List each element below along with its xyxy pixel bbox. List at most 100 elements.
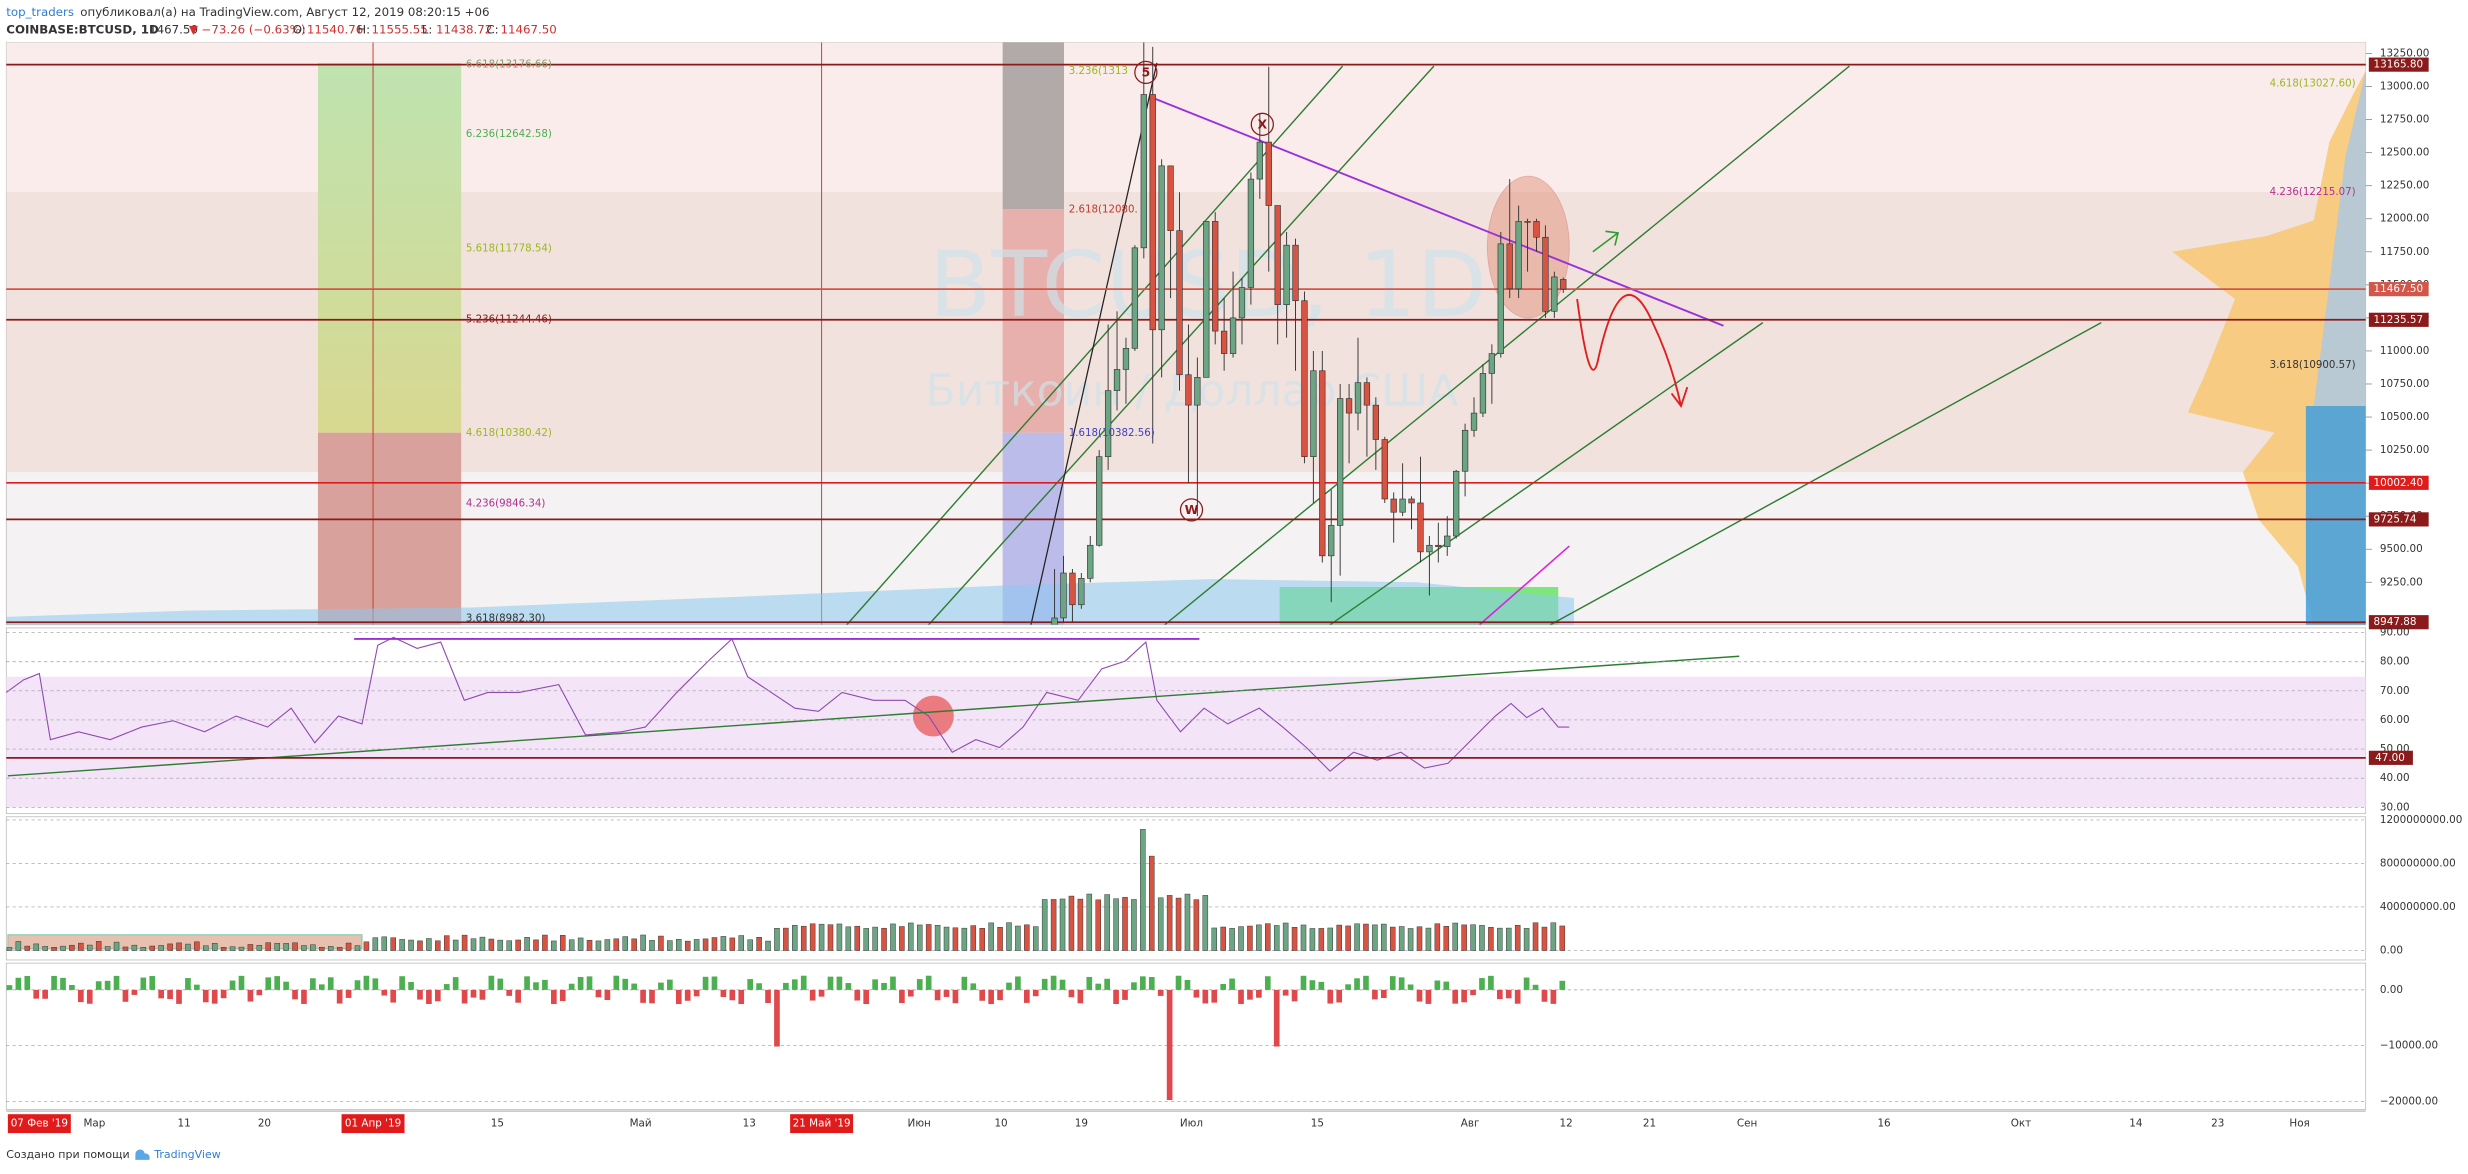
volume-bar — [238, 946, 245, 951]
osc-bar — [86, 989, 93, 1004]
volume-bar — [1514, 924, 1521, 951]
date-box — [7, 1114, 71, 1134]
volume-bar — [827, 924, 834, 951]
volume-bar — [336, 946, 343, 951]
volume-bar — [256, 945, 263, 951]
volume-bar — [506, 940, 512, 951]
volume-bar — [1541, 926, 1548, 951]
volume-bar — [1452, 922, 1458, 951]
osc-bar — [720, 989, 727, 997]
candle-body — [1185, 374, 1192, 406]
volume-bar — [372, 937, 379, 951]
footer-brand[interactable]: TradingView — [153, 1148, 220, 1161]
date-box — [341, 1114, 405, 1134]
volume-bar — [1372, 924, 1378, 951]
volume-bar — [140, 947, 147, 951]
volume-bar — [15, 941, 22, 951]
volume-bar — [426, 938, 432, 951]
volume-bar — [1416, 926, 1423, 951]
osc-bar — [15, 977, 22, 990]
volume-bar — [765, 940, 771, 951]
osc-bar — [372, 978, 379, 990]
osc-bar — [265, 977, 272, 990]
volume-bar — [595, 940, 602, 951]
volume-bar — [676, 938, 682, 951]
price-tag — [2368, 282, 2429, 297]
y-tick-label: 11750.00 — [2380, 246, 2430, 258]
osc-bar — [1122, 989, 1128, 1000]
volume-bar — [479, 936, 486, 951]
candle-body — [1283, 244, 1290, 305]
osc-bar — [1407, 984, 1414, 990]
fib-label: 4.236(9846.34) — [466, 499, 546, 510]
osc-bar — [443, 984, 450, 990]
time-axis: 07 Фев '19 Мар 11 20 01 Апр '19 15 Май 13 21 Май… — [6, 1110, 2366, 1134]
y-tick-label: 800000000.00 — [2380, 857, 2456, 869]
y-tick-label: 10750.00 — [2380, 378, 2430, 390]
fib-label: 6.618(13176.66) — [466, 60, 552, 71]
osc-bar — [1095, 983, 1102, 990]
osc-bar — [702, 976, 709, 990]
osc-bar — [515, 989, 521, 1003]
x-tick-label: 10 — [994, 1118, 1007, 1130]
volume-bar — [711, 937, 718, 951]
osc-bar — [345, 989, 352, 998]
volume-bar — [1050, 899, 1057, 951]
volume-bar — [1041, 899, 1048, 951]
volume-bar — [1184, 893, 1191, 951]
y-tick-label: 0.00 — [2380, 984, 2403, 996]
osc-bar — [185, 978, 191, 990]
osc-bar — [1211, 989, 1218, 1003]
volume-bar — [818, 923, 825, 951]
candle-body — [1113, 369, 1121, 391]
osc-bar — [863, 989, 870, 1005]
volume-bar — [854, 925, 861, 951]
osc-bar — [318, 984, 325, 990]
osc-bar — [791, 979, 798, 990]
volume-bar — [1363, 923, 1369, 951]
volume-bar — [756, 937, 762, 951]
volume-bar — [1389, 926, 1396, 951]
osc-bar — [756, 983, 762, 990]
volume-bar — [800, 925, 807, 951]
volume-bar — [631, 938, 637, 951]
osc-bar — [158, 989, 164, 999]
osc-bar — [1220, 984, 1227, 990]
volume-bar — [1398, 926, 1405, 951]
price-tag-label: 11467.50 — [2374, 283, 2424, 295]
volume-bar — [319, 946, 325, 951]
rsi-axis: 30.00 40.00 50.00 60.00 70.00 80.00 90.00 47.00 — [6, 627, 2413, 813]
candle-body — [1488, 353, 1496, 374]
osc-bar — [363, 975, 370, 990]
volume-bar — [354, 945, 361, 951]
candle-body — [1060, 572, 1067, 619]
volume-bar — [872, 926, 878, 951]
osc-bar — [1015, 976, 1021, 990]
osc-bar — [809, 989, 816, 1001]
fib-label: 5.618(11778.54) — [466, 244, 552, 255]
username[interactable]: top_traders — [6, 5, 74, 19]
volume-bar — [149, 945, 155, 951]
footer-text: Создано при помощи — [6, 1148, 129, 1161]
osc-bar — [1505, 989, 1512, 999]
rsi-trend — [7, 655, 1740, 777]
osc-bar — [1086, 976, 1093, 990]
volume-bar — [399, 939, 405, 951]
published: опубликовал(а) на TradingView.com, Авгус… — [80, 5, 489, 19]
volume-bar — [1166, 895, 1173, 951]
volume-bar — [1327, 927, 1334, 951]
volume-bar — [1095, 899, 1101, 951]
fib-label: 3.236(1313 — [1069, 66, 1128, 77]
volume-bar — [1345, 925, 1351, 951]
candle-body — [1167, 165, 1174, 231]
osc-bar — [640, 989, 646, 1003]
y-tick-label: 70.00 — [2380, 685, 2410, 697]
x-tick-label: 11 — [178, 1118, 191, 1130]
osc-bar — [907, 989, 914, 997]
candle-body — [1435, 544, 1442, 547]
volume-bar — [6, 947, 13, 951]
volume-bar — [899, 926, 905, 951]
candle-body — [1444, 535, 1451, 547]
osc-bar — [479, 989, 486, 1000]
